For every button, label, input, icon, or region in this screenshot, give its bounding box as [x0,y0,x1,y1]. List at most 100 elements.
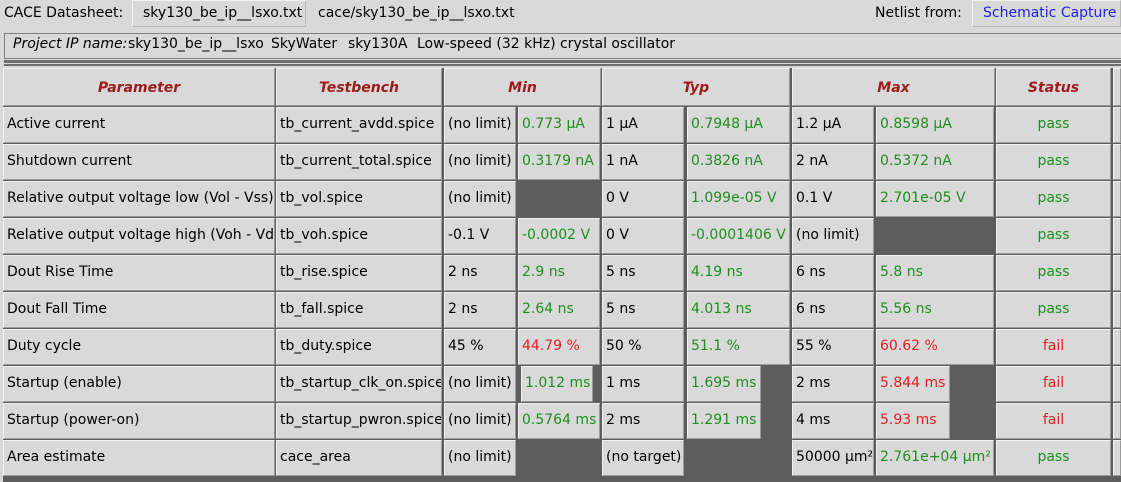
parameter-name[interactable]: Area estimate [3,440,275,476]
min-value: 0.773 µA [518,107,600,143]
status-badge[interactable]: fail [996,366,1111,402]
status-badge[interactable]: pass [996,144,1111,180]
empty-value-cell [518,440,600,476]
min-spec: (no limit) [444,403,516,439]
typ-spec: 1 µA [602,107,684,143]
typ-value: 0.3826 nA [687,144,790,180]
typ-spec: 2 ms [602,403,684,439]
scroll-edge [1113,366,1121,402]
max-value: 0.8598 µA [876,107,994,143]
typ-value: 51.1 % [687,329,790,365]
min-value: 0.5764 ms [518,403,600,439]
status-badge[interactable]: pass [996,107,1111,143]
top-bar: CACE Datasheet: sky130_be_ip__lsxo.txt c… [0,0,1121,30]
parameter-name[interactable]: Startup (power-on) [3,403,275,439]
parameter-name[interactable]: Relative output voltage high (Voh - Vdd) [3,218,275,254]
max-spec: 0.1 V [792,181,874,217]
header-parameter[interactable]: Parameter [3,68,275,106]
testbench-name[interactable]: tb_startup_clk_on.spice [276,366,442,402]
header-testbench[interactable]: Testbench [276,68,442,106]
status-badge[interactable]: pass [996,440,1111,476]
scroll-edge [1113,440,1121,476]
datasheet-path: cace/sky130_be_ip__lsxo.txt [318,5,515,21]
testbench-name[interactable]: cace_area [276,440,442,476]
max-spec: (no limit) [792,218,874,254]
scroll-edge [1113,255,1121,291]
scroll-edge [1113,181,1121,217]
min-value: 2.64 ns [518,292,600,328]
status-badge[interactable]: pass [996,255,1111,291]
min-value: -0.0002 V [518,218,600,254]
testbench-name[interactable]: tb_vol.spice [276,181,442,217]
parameter-name[interactable]: Dout Fall Time [3,292,275,328]
max-value: 5.844 ms [876,366,950,402]
datasheet-table: Parameter Testbench Min Typ Max Status Active … [3,68,1121,482]
netlist-label: Netlist from: [875,5,962,21]
min-value: 44.79 % [518,329,600,365]
max-value: 5.93 ms [876,403,950,439]
parameter-name[interactable]: Shutdown current [3,144,275,180]
datasheet-file-button[interactable]: sky130_be_ip__lsxo.txt [132,0,306,27]
typ-value: 1.291 ms [687,403,761,439]
parameter-name[interactable]: Duty cycle [3,329,275,365]
project-process: sky130A [348,36,408,52]
min-value: 2.9 ns [518,255,600,291]
scroll-edge [1113,68,1121,106]
separator [4,60,1121,63]
typ-value: -0.0001406 V [687,218,790,254]
status-badge[interactable]: pass [996,218,1111,254]
typ-spec: 50 % [602,329,684,365]
max-spec: 4 ms [792,403,874,439]
min-spec: 2 ns [444,292,516,328]
testbench-name[interactable]: tb_rise.spice [276,255,442,291]
parameter-name[interactable]: Dout Rise Time [3,255,275,291]
testbench-name[interactable]: tb_duty.spice [276,329,442,365]
status-badge[interactable]: pass [996,181,1111,217]
project-name: sky130_be_ip__lsxo [128,36,264,52]
min-spec: 45 % [444,329,516,365]
header-typ[interactable]: Typ [602,68,790,106]
min-value: 0.3179 nA [518,144,600,180]
parameter-name[interactable]: Active current [3,107,275,143]
project-label: Project IP name: [13,36,128,52]
testbench-name[interactable]: tb_startup_pwron.spice [276,403,442,439]
project-description: Low-speed (32 kHz) crystal oscillator [417,36,676,52]
min-spec: (no limit) [444,366,516,402]
parameter-name[interactable]: Startup (enable) [3,366,275,402]
min-spec: (no limit) [444,144,516,180]
max-value: 0.5372 nA [876,144,994,180]
testbench-name[interactable]: tb_fall.spice [276,292,442,328]
empty-value-cell [518,181,600,217]
typ-spec: 1 nA [602,144,684,180]
header-min[interactable]: Min [444,68,601,106]
typ-spec: 1 ms [602,366,684,402]
scroll-edge [1113,403,1121,439]
max-value: 2.701e-05 V [876,181,994,217]
max-value: 5.56 ns [876,292,994,328]
status-badge[interactable]: fail [996,403,1111,439]
header-max[interactable]: Max [792,68,995,106]
min-spec: -0.1 V [444,218,516,254]
scroll-edge [1113,218,1121,254]
status-badge[interactable]: fail [996,329,1111,365]
empty-value-cell [876,218,994,254]
parameter-name[interactable]: Relative output voltage low (Vol - Vss) [3,181,275,217]
netlist-source-button[interactable]: Schematic Capture [972,0,1121,27]
typ-spec: 0 V [602,181,684,217]
typ-spec: 5 ns [602,292,684,328]
max-value: 60.62 % [876,329,994,365]
testbench-name[interactable]: tb_current_total.spice [276,144,442,180]
max-spec: 6 ns [792,255,874,291]
testbench-name[interactable]: tb_current_avdd.spice [276,107,442,143]
status-badge[interactable]: pass [996,292,1111,328]
min-spec: (no limit) [444,440,516,476]
separator [4,64,1121,66]
scroll-edge [1113,292,1121,328]
scroll-edge [1113,144,1121,180]
testbench-name[interactable]: tb_voh.spice [276,218,442,254]
header-status[interactable]: Status [996,68,1111,106]
max-spec: 2 ms [792,366,874,402]
scroll-edge [1113,329,1121,365]
max-spec: 6 ns [792,292,874,328]
max-spec: 1.2 µA [792,107,874,143]
